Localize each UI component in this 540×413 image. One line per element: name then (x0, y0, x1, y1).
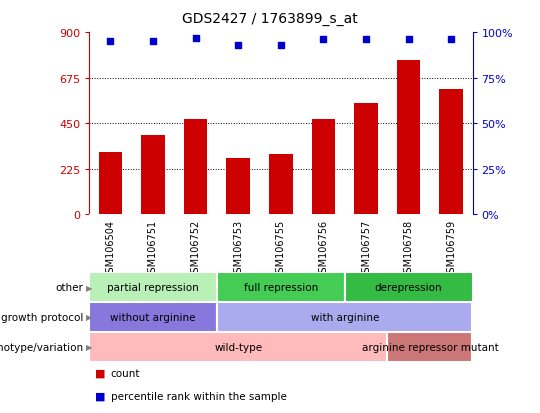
Bar (141, 136, 165, 215)
Point (106, 39, 114, 45)
Text: full repression: full repression (244, 282, 318, 292)
Text: other: other (56, 282, 84, 292)
Text: arginine repressor mutant: arginine repressor mutant (361, 342, 498, 352)
Text: GSM106752: GSM106752 (191, 219, 200, 278)
Bar (397, 61, 420, 215)
Bar (354, 104, 377, 215)
Text: GSM106759: GSM106759 (446, 219, 456, 278)
Point (319, 37, 328, 44)
Bar (387, 332, 472, 362)
Text: genotype/variation: genotype/variation (0, 342, 84, 352)
Bar (440, 90, 463, 215)
Point (148, 39, 157, 45)
Text: GSM106753: GSM106753 (233, 219, 243, 278)
Text: with arginine: with arginine (310, 312, 379, 322)
Bar (89, 273, 217, 302)
Bar (345, 273, 472, 302)
Text: ▶: ▶ (86, 342, 93, 351)
Text: GSM106757: GSM106757 (361, 219, 371, 278)
Point (362, 37, 370, 44)
Text: ■: ■ (94, 391, 105, 401)
Text: ■: ■ (94, 368, 105, 378)
Point (234, 43, 242, 49)
Text: GSM106758: GSM106758 (403, 219, 414, 278)
Point (404, 37, 413, 44)
Bar (217, 273, 345, 302)
Text: without arginine: without arginine (110, 312, 195, 322)
Bar (89, 332, 387, 362)
Text: GSM106751: GSM106751 (148, 219, 158, 278)
Text: GSM106504: GSM106504 (105, 219, 116, 278)
Text: growth protocol: growth protocol (1, 312, 84, 322)
Point (191, 35, 200, 42)
Bar (99, 152, 122, 215)
Text: ▶: ▶ (86, 283, 93, 292)
Text: wild-type: wild-type (214, 342, 262, 352)
Text: GSM106756: GSM106756 (319, 219, 328, 278)
Bar (226, 158, 250, 215)
Text: ▶: ▶ (86, 313, 93, 322)
Bar (269, 154, 293, 215)
Text: derepression: derepression (375, 282, 442, 292)
Text: partial repression: partial repression (107, 282, 199, 292)
Bar (312, 120, 335, 215)
Bar (89, 302, 217, 332)
Text: count: count (111, 368, 140, 378)
Bar (217, 302, 472, 332)
Point (447, 37, 456, 44)
Text: GSM106755: GSM106755 (276, 219, 286, 278)
Text: GDS2427 / 1763899_s_at: GDS2427 / 1763899_s_at (182, 12, 358, 26)
Text: percentile rank within the sample: percentile rank within the sample (111, 391, 287, 401)
Bar (184, 120, 207, 215)
Point (276, 43, 285, 49)
